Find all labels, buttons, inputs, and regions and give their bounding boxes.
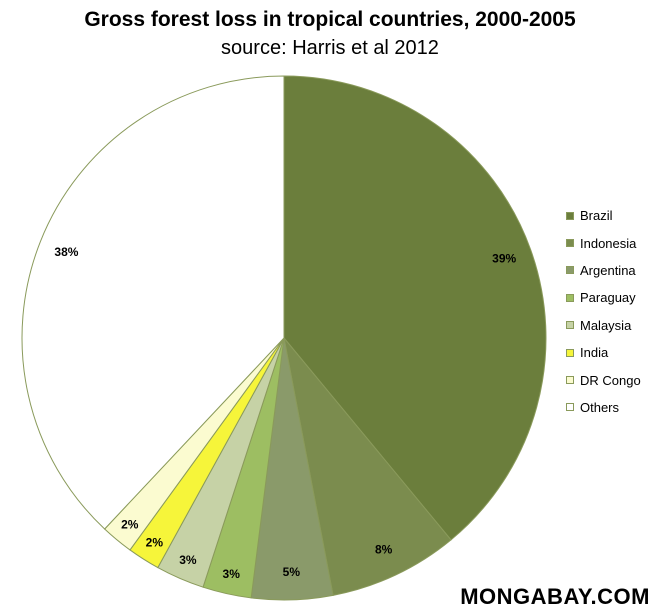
data-label-malaysia: 3%	[179, 553, 197, 567]
data-label-others: 38%	[54, 245, 78, 259]
chart-legend: Brazil Indonesia Argentina Paraguay Malaysia…	[566, 202, 641, 421]
chart-subtitle: source: Harris et al 2012	[221, 37, 439, 59]
pie-slice-brazil	[283, 75, 547, 541]
legend-item-indonesia: Indonesia	[566, 229, 641, 256]
data-label-indonesia: 8%	[375, 543, 393, 557]
legend-swatch	[566, 348, 574, 357]
data-label-argentina: 5%	[283, 565, 301, 579]
legend-swatch	[566, 321, 574, 330]
legend-swatch	[566, 403, 574, 412]
pie-slice-indonesia	[283, 337, 452, 596]
legend-swatch	[566, 266, 574, 275]
legend-label: Others	[580, 399, 620, 415]
pie-slice-others	[21, 75, 285, 530]
data-label-dr-congo: 2%	[121, 517, 139, 531]
legend-label: Malaysia	[580, 317, 632, 333]
legend-label: Argentina	[580, 262, 636, 278]
legend-label: Paraguay	[580, 290, 636, 306]
legend-swatch	[566, 293, 574, 302]
data-label-india: 2%	[146, 535, 164, 549]
data-label-paraguay: 3%	[223, 567, 241, 581]
legend-item-argentina: Argentina	[566, 257, 641, 284]
legend-label: Indonesia	[580, 235, 637, 251]
legend-swatch	[566, 376, 574, 385]
chart-title: Gross forest loss in tropical countries,…	[84, 8, 576, 31]
legend-label: India	[580, 345, 609, 361]
watermark: MONGABAY.COM	[460, 584, 650, 609]
legend-swatch	[566, 211, 574, 220]
legend-item-brazil: Brazil	[566, 202, 641, 229]
legend-label: DR Congo	[580, 372, 641, 388]
legend-label: Brazil	[580, 208, 613, 224]
legend-item-india: India	[566, 339, 641, 366]
legend-swatch	[566, 239, 574, 248]
legend-item-malaysia: Malaysia	[566, 312, 641, 339]
data-label-brazil: 39%	[492, 252, 516, 266]
legend-item-dr-congo: DR Congo	[566, 366, 641, 393]
legend-item-paraguay: Paraguay	[566, 284, 641, 311]
legend-item-others: Others	[566, 394, 641, 421]
